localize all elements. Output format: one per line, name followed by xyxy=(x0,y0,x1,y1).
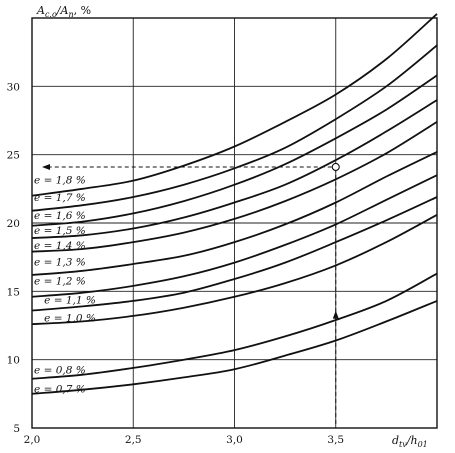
series-line xyxy=(31,300,438,395)
plot-area: 2,0 2,5 3,0 3,5 5 10 15 20 25 30 e = 1,8 % e = 1,7 … xyxy=(7,13,438,446)
series-line xyxy=(31,121,438,253)
series-line xyxy=(31,214,438,325)
x-tick-label: 3,5 xyxy=(327,434,344,446)
series-line xyxy=(31,174,438,298)
series-label: e = 1,7 % xyxy=(34,192,86,204)
series-line xyxy=(31,99,438,239)
y-tick-label: 20 xyxy=(7,218,20,230)
series-line xyxy=(31,74,438,227)
series-label: e = 1,0 % xyxy=(44,312,96,324)
y-axis-title: Ac.o/Aп, % xyxy=(36,4,91,19)
y-tick-label: 15 xyxy=(7,286,20,298)
series-line xyxy=(31,13,438,197)
example-point xyxy=(331,162,340,172)
y-tick-label: 30 xyxy=(7,81,20,93)
plot-frame xyxy=(31,17,438,429)
series-label: e = 1,2 % xyxy=(34,276,86,288)
series-label: e = 1,6 % xyxy=(34,210,86,222)
x-axis-title: dtv/h01 xyxy=(392,434,428,449)
series-label: e = 0,7 % xyxy=(34,383,86,395)
x-tick-label: 2,5 xyxy=(125,434,142,446)
example-up-arrow xyxy=(332,310,339,319)
series-line xyxy=(31,44,438,212)
series-label: e = 1,1 % xyxy=(44,295,96,307)
y-tick-label: 25 xyxy=(7,150,20,162)
series-label: e = 1,5 % xyxy=(34,225,86,237)
series-line xyxy=(31,196,438,312)
y-tick-label: 10 xyxy=(7,355,20,367)
example-left-arrow xyxy=(42,163,50,170)
series-label: e = 1,8 % xyxy=(34,174,86,186)
x-tick-label: 3,0 xyxy=(226,434,243,446)
series-line xyxy=(31,151,438,276)
series-label: e = 1,3 % xyxy=(34,256,86,268)
y-tick-label: 5 xyxy=(13,423,20,435)
series-label: e = 0,8 % xyxy=(34,364,86,376)
series-label: e = 1,4 % xyxy=(34,240,86,252)
x-tick-label: 2,0 xyxy=(24,434,41,446)
series-line xyxy=(31,272,438,380)
